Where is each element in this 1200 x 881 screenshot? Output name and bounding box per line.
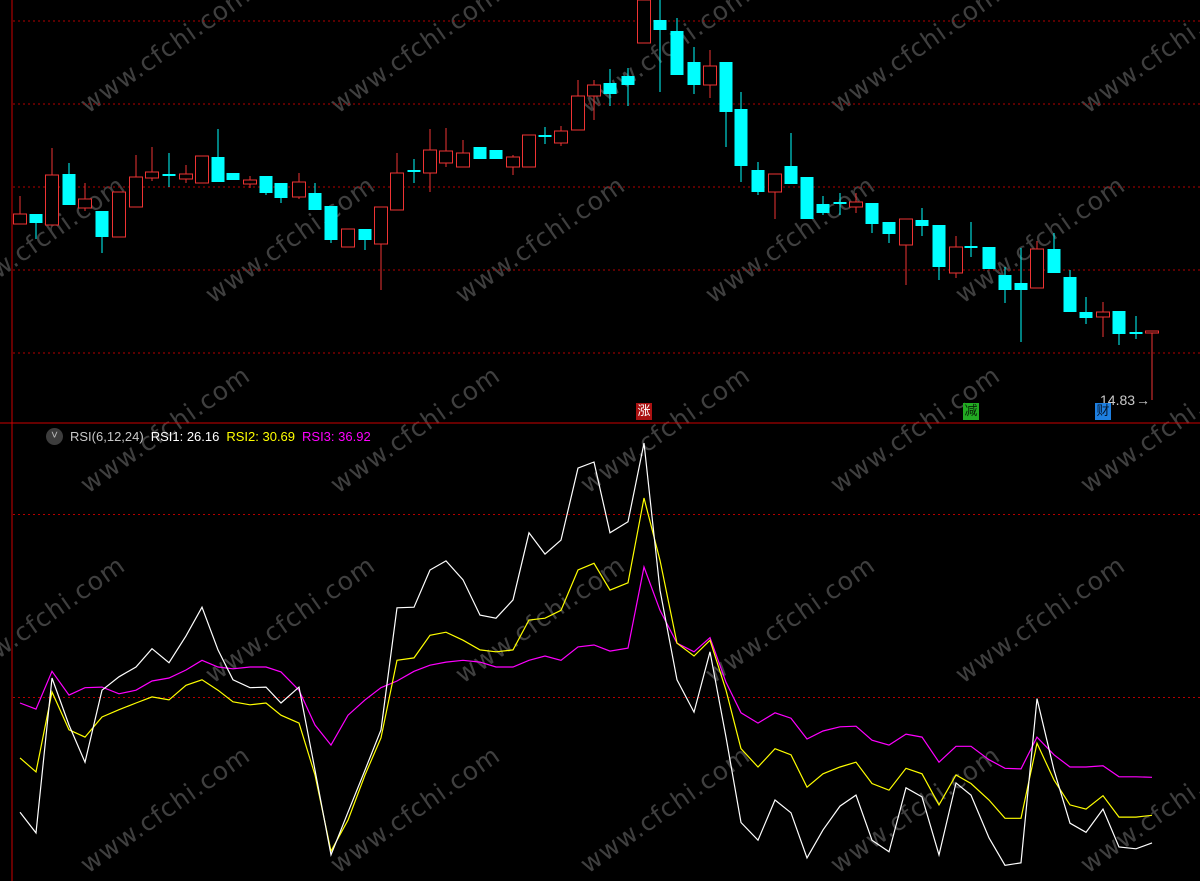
candle-body-up bbox=[243, 179, 257, 185]
candle-body-down bbox=[489, 150, 503, 159]
candle-body-down bbox=[982, 247, 996, 269]
candle-body-down bbox=[95, 211, 109, 237]
candle-body-down bbox=[833, 202, 847, 204]
candle-body-up bbox=[456, 152, 470, 168]
rsi3-value-label: RSI3: 36.92 bbox=[302, 428, 371, 444]
candle-body-down bbox=[687, 62, 701, 85]
candle-body-up bbox=[439, 150, 453, 164]
candle-body-up bbox=[768, 173, 782, 193]
chevron-down-circle-icon[interactable]: ˅ bbox=[46, 427, 63, 445]
candle-body-up bbox=[703, 65, 717, 86]
candle-body-up bbox=[145, 171, 159, 179]
candle-body-down bbox=[670, 31, 684, 75]
candle-body-up bbox=[1145, 330, 1159, 334]
candle-body-down bbox=[226, 173, 240, 180]
candle-body-up bbox=[179, 173, 193, 180]
candle-body-up bbox=[899, 218, 913, 246]
marker-badge-cai: 财 bbox=[1095, 403, 1111, 420]
arrow-right-icon: → bbox=[1136, 392, 1151, 408]
candle-body-up bbox=[554, 130, 568, 144]
candle-body-up bbox=[292, 181, 306, 198]
candle-body-up bbox=[587, 84, 601, 97]
candle-body-down bbox=[1129, 332, 1143, 334]
candle-body-up bbox=[341, 228, 355, 248]
candle-body-up bbox=[571, 95, 585, 131]
candle-body-up bbox=[506, 156, 520, 168]
candle-body-down bbox=[932, 225, 946, 267]
indicator-header: ˅ RSI(6,12,24) RSI1: 26.16 RSI2: 30.69 R… bbox=[46, 424, 371, 448]
candle-body-up bbox=[112, 191, 126, 238]
marker-badge-zhang: 涨 bbox=[636, 403, 652, 420]
candle-body-up bbox=[949, 246, 963, 274]
candle-body-up bbox=[129, 176, 143, 208]
candle-body-down bbox=[1014, 283, 1028, 290]
candle-body-up bbox=[390, 172, 404, 211]
candle-body-down bbox=[816, 204, 830, 213]
candle-body-up bbox=[78, 198, 92, 209]
candle-body-down bbox=[1112, 311, 1126, 334]
marker-badge-jian: 减 bbox=[963, 403, 979, 420]
candle-body-down bbox=[407, 170, 421, 172]
rsi2-value-label: RSI2: 30.69 bbox=[226, 428, 296, 444]
indicator-title[interactable]: RSI(6,12,24) bbox=[70, 428, 144, 444]
candle-body-down bbox=[915, 220, 929, 226]
candle-body-down bbox=[1079, 312, 1093, 318]
candle-body-down bbox=[998, 275, 1012, 290]
candle-body-up bbox=[13, 213, 27, 225]
candle-body-down bbox=[162, 174, 176, 176]
rsi1-value-label: RSI1: 26.16 bbox=[150, 428, 220, 444]
candle-body-up bbox=[423, 149, 437, 174]
rsi1-line bbox=[19, 442, 1153, 866]
candle-body-down bbox=[964, 246, 978, 248]
candle-body-down bbox=[308, 193, 322, 210]
candle-body-down bbox=[274, 183, 288, 198]
candle-body-down bbox=[538, 135, 552, 137]
candle-body-down bbox=[29, 214, 43, 223]
candle-body-down bbox=[603, 83, 617, 94]
rsi2-line bbox=[19, 497, 1153, 853]
candle-body-down bbox=[800, 177, 814, 219]
candle-body-down bbox=[211, 157, 225, 182]
candle-body-down bbox=[734, 109, 748, 166]
candle-body-down bbox=[865, 203, 879, 224]
candle-body-down bbox=[324, 206, 338, 240]
candle-body-down bbox=[62, 174, 76, 205]
candle-body-up bbox=[849, 201, 863, 208]
candle-body-up bbox=[637, 0, 651, 44]
candle-body-up bbox=[195, 155, 209, 184]
candle-body-down bbox=[719, 62, 733, 112]
candle-body-down bbox=[784, 166, 798, 184]
candle-body-down bbox=[1063, 277, 1077, 312]
candle-body-up bbox=[1030, 248, 1044, 289]
candle-body-down bbox=[259, 176, 273, 193]
candle-body-up bbox=[1096, 311, 1110, 318]
candle-body-down bbox=[882, 222, 896, 234]
candle-body-down bbox=[653, 20, 667, 30]
candle-body-down bbox=[358, 229, 372, 240]
candle-body-down bbox=[473, 147, 487, 159]
candle-body-down bbox=[751, 170, 765, 192]
candle-body-up bbox=[374, 206, 388, 245]
candle-body-down bbox=[621, 76, 635, 85]
candle-body-up bbox=[45, 174, 59, 226]
candle-body-up bbox=[522, 134, 536, 168]
candle-body-down bbox=[1047, 249, 1061, 273]
rsi3-line bbox=[19, 564, 1153, 778]
